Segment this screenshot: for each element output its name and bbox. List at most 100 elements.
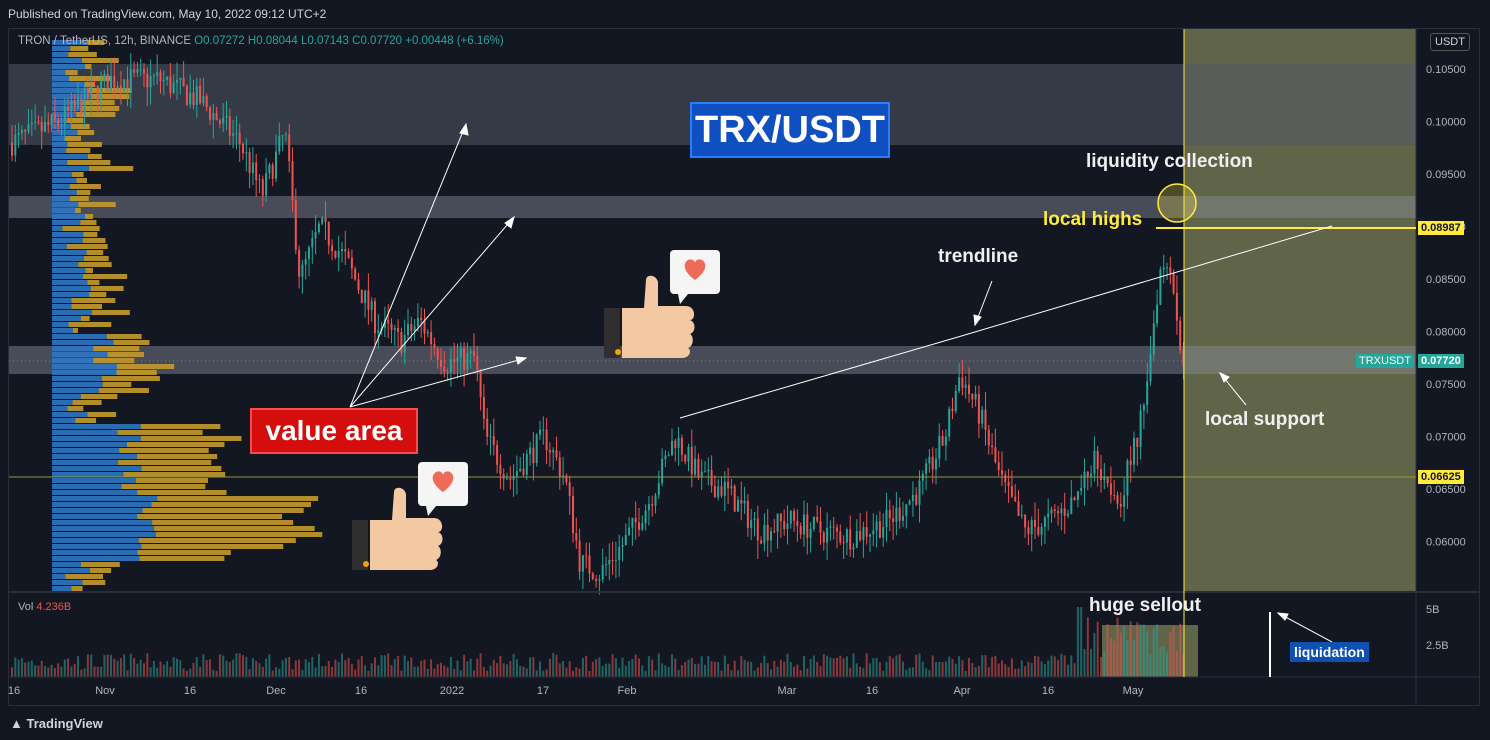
candle-body — [954, 390, 957, 412]
candle-body — [20, 129, 23, 133]
volume-bar — [832, 658, 835, 677]
profile-bar-buy — [52, 538, 139, 543]
candle-body — [760, 540, 763, 544]
volume-bar — [875, 657, 878, 677]
volume-bar — [416, 666, 419, 677]
candle-body — [390, 323, 393, 330]
volume-bar — [30, 660, 33, 677]
candle-body — [958, 377, 961, 391]
candle-body — [416, 317, 419, 327]
volume-bar — [390, 665, 393, 677]
candle-body — [713, 485, 716, 498]
profile-bar-sell — [66, 244, 108, 249]
volume-bar — [687, 659, 690, 677]
candle-body — [492, 436, 495, 445]
candle-body — [1159, 269, 1162, 305]
volume-bar — [905, 669, 908, 677]
volume-bar — [1172, 626, 1175, 677]
profile-bar-sell — [123, 472, 226, 477]
price-tick: 0.08000 — [1426, 327, 1466, 339]
candle-body — [1047, 513, 1050, 518]
volume-bar — [136, 663, 139, 677]
candle-body — [34, 121, 37, 123]
candle-body — [997, 462, 1000, 471]
profile-bar-buy — [52, 448, 120, 453]
profile-bar-sell — [87, 412, 117, 417]
profile-bar-sell — [139, 556, 225, 561]
candle-body — [852, 547, 855, 550]
volume-bar — [915, 654, 918, 677]
ohlc-change: +0.00448 (+6.16%) — [405, 35, 504, 47]
volume-bar — [819, 666, 822, 677]
profile-bar-buy — [52, 274, 84, 279]
candle-body — [60, 124, 63, 126]
price-axis[interactable]: 0.105000.100000.095000.090000.085000.080… — [1426, 64, 1466, 549]
trendline-label: trendline — [938, 246, 1019, 267]
profile-bar-sell — [98, 388, 149, 393]
candle-body — [535, 434, 538, 464]
volume-bar — [212, 669, 215, 677]
candle-body — [1030, 519, 1033, 535]
candle-body — [1076, 491, 1079, 500]
volume-bar — [60, 666, 63, 677]
volume-bar — [331, 666, 334, 677]
volume-bar — [407, 660, 409, 677]
currency-button[interactable]: USDT — [1430, 33, 1470, 51]
volume-bar — [859, 666, 862, 677]
profile-bar-buy — [52, 88, 89, 93]
local-support-arrow — [1219, 372, 1247, 406]
candle-body — [608, 559, 611, 565]
profile-bar-buy — [52, 148, 67, 153]
candle-body — [948, 408, 951, 437]
candle-body — [420, 317, 423, 321]
volume-bar — [595, 659, 598, 677]
volume-bar — [86, 654, 89, 677]
time-tick: 2022 — [440, 685, 464, 697]
profile-bar-sell — [67, 142, 102, 147]
volume-bar — [588, 670, 591, 677]
candle-body — [1166, 267, 1168, 269]
candle-body — [776, 513, 779, 532]
candle-body — [611, 559, 614, 561]
candle-body — [116, 85, 119, 88]
volume-bar — [614, 658, 617, 677]
volume-bar — [255, 660, 258, 677]
profile-bar-sell — [116, 370, 157, 375]
profile-bar-buy — [52, 244, 67, 249]
candle-body — [845, 529, 848, 543]
candle-body — [166, 76, 169, 80]
volume-bar — [288, 657, 291, 677]
candle-body — [968, 384, 970, 395]
volume-bar — [334, 659, 337, 677]
tradingview-logo[interactable]: ▲ TradingView — [10, 716, 103, 731]
candle-body — [707, 469, 710, 472]
volume-axis: 5B 2.5B — [1426, 604, 1449, 652]
candle-body — [370, 301, 373, 310]
candle-body — [1060, 508, 1063, 514]
volume-bar — [783, 661, 786, 677]
candle-body — [591, 573, 594, 580]
published-text: Published on TradingView.com, May 10, 20… — [8, 7, 327, 21]
volume-bar — [27, 661, 30, 677]
profile-bar-buy — [52, 160, 68, 165]
volume-bar — [572, 670, 574, 677]
local-highs-label: local highs — [1043, 209, 1143, 230]
profile-bar-sell — [82, 238, 106, 243]
candle-body — [819, 521, 822, 533]
volume-bar — [921, 661, 924, 677]
volume-bar — [991, 656, 994, 677]
profile-bar-sell — [69, 196, 89, 201]
volume-bar — [961, 660, 964, 677]
candle-body — [786, 523, 789, 529]
candle-body — [1156, 304, 1159, 324]
time-axis[interactable]: 16 Nov 16 Dec 16 2022 17 Feb Mar 16 Apr 16 May — [8, 685, 1144, 697]
volume-bar — [958, 656, 961, 677]
profile-bar-sell — [137, 490, 227, 495]
candle-body — [1175, 292, 1178, 321]
profile-bar-buy — [52, 100, 83, 105]
volume-bar — [77, 656, 79, 677]
profile-bar-buy — [52, 472, 124, 477]
candle-body — [50, 114, 53, 126]
volume-bar — [317, 653, 320, 677]
candle-body — [664, 455, 667, 459]
